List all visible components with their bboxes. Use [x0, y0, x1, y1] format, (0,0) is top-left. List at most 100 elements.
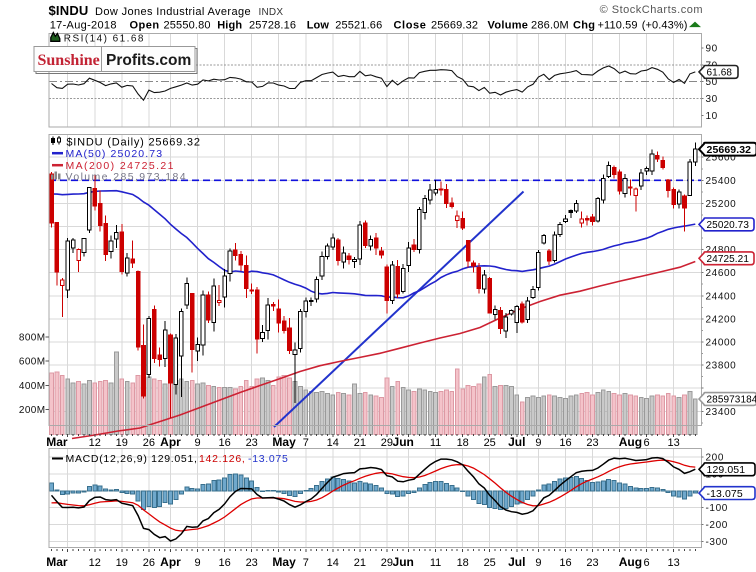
svg-text:25600: 25600 [706, 153, 737, 164]
svg-text:25669.32: 25669.32 [431, 20, 478, 32]
svg-text:25550.80: 25550.80 [164, 20, 211, 32]
svg-text:23: 23 [586, 557, 598, 569]
svg-text:23: 23 [586, 437, 598, 449]
svg-text:-100: -100 [706, 503, 728, 514]
svg-text:800M: 800M [19, 333, 46, 344]
svg-text:$INDU (Daily) 25669.32: $INDU (Daily) 25669.32 [66, 137, 200, 149]
svg-text:Mar: Mar [46, 555, 68, 569]
svg-text:200M: 200M [19, 405, 46, 416]
svg-text:Profits.com: Profits.com [106, 52, 191, 69]
svg-text:29: 29 [381, 557, 393, 569]
svg-text:Volume: Volume [488, 20, 529, 32]
svg-text:29: 29 [381, 437, 393, 449]
svg-text:18: 18 [457, 557, 469, 569]
svg-text:25020.73: 25020.73 [707, 220, 750, 231]
svg-text:24000: 24000 [706, 338, 737, 349]
svg-text:INDX: INDX [259, 7, 284, 18]
svg-text:Dow Jones Industrial Average: Dow Jones Industrial Average [95, 6, 251, 18]
svg-text:24800: 24800 [706, 245, 737, 256]
svg-text:25200: 25200 [706, 199, 737, 210]
svg-text:Chg: Chg [573, 20, 595, 32]
svg-text:90: 90 [706, 44, 718, 55]
svg-text:26: 26 [143, 557, 155, 569]
svg-text:© StockCharts.com: © StockCharts.com [600, 4, 703, 16]
svg-text:May: May [272, 555, 296, 569]
svg-text:Low: Low [307, 20, 330, 32]
svg-text:142.126,: 142.126, [199, 453, 245, 465]
svg-text:10: 10 [706, 111, 718, 122]
svg-text:Jun: Jun [393, 435, 414, 449]
svg-text:13: 13 [667, 557, 679, 569]
svg-text:9: 9 [535, 437, 541, 449]
svg-text:14: 14 [327, 557, 339, 569]
svg-text:25: 25 [484, 557, 496, 569]
svg-text:18: 18 [457, 437, 469, 449]
svg-text:23800: 23800 [706, 361, 737, 372]
svg-text:Close: Close [394, 20, 427, 32]
svg-text:14: 14 [327, 437, 339, 449]
svg-text:13: 13 [667, 437, 679, 449]
svg-text:Apr: Apr [160, 555, 181, 569]
svg-text:61.68: 61.68 [707, 68, 733, 79]
svg-text:7: 7 [303, 437, 309, 449]
svg-text:600M: 600M [19, 357, 46, 368]
svg-text:6: 6 [644, 437, 650, 449]
svg-text:MA(50) 25020.73: MA(50) 25020.73 [66, 148, 164, 160]
svg-text:6: 6 [644, 557, 650, 569]
svg-text:9: 9 [535, 557, 541, 569]
svg-text:12: 12 [89, 557, 101, 569]
svg-text:Mar: Mar [46, 435, 68, 449]
svg-text:11: 11 [430, 557, 441, 569]
svg-text:200: 200 [706, 453, 725, 464]
svg-text:23: 23 [246, 437, 258, 449]
svg-text:50: 50 [706, 77, 718, 88]
svg-text:17-Aug-2018: 17-Aug-2018 [50, 20, 117, 32]
svg-text:286.0M: 286.0M [531, 20, 569, 32]
svg-text:30: 30 [706, 94, 718, 105]
svg-text:24725.21: 24725.21 [707, 254, 750, 265]
svg-text:MA(200) 24725.21: MA(200) 24725.21 [66, 160, 175, 172]
svg-text:25728.16: 25728.16 [249, 20, 296, 32]
svg-text:16: 16 [218, 437, 230, 449]
svg-text:+110.59: +110.59 [598, 20, 638, 32]
svg-text:Apr: Apr [160, 435, 181, 449]
svg-text:Jun: Jun [393, 555, 414, 569]
svg-text:9: 9 [195, 557, 201, 569]
svg-text:21: 21 [354, 557, 366, 569]
svg-text:19: 19 [116, 437, 128, 449]
svg-text:16: 16 [559, 437, 571, 449]
svg-text:23400: 23400 [706, 407, 737, 418]
svg-text:25400: 25400 [706, 176, 737, 187]
svg-text:7: 7 [303, 557, 309, 569]
svg-text:Jul: Jul [508, 555, 525, 569]
svg-text:26: 26 [143, 437, 155, 449]
svg-text:11: 11 [430, 437, 441, 449]
svg-text:-300: -300 [706, 537, 728, 548]
svg-text:Volume 285,973,184: Volume 285,973,184 [66, 171, 188, 183]
svg-text:19: 19 [116, 557, 128, 569]
svg-text:$INDU: $INDU [49, 3, 89, 18]
svg-text:16: 16 [218, 557, 230, 569]
svg-text:21: 21 [354, 437, 366, 449]
svg-text:-200: -200 [706, 520, 728, 531]
svg-text:May: May [272, 435, 296, 449]
svg-text:RSI(14) 61.68: RSI(14) 61.68 [64, 33, 145, 44]
svg-text:400M: 400M [19, 381, 46, 392]
svg-text:Aug: Aug [619, 435, 642, 449]
svg-text:285973184: 285973184 [707, 395, 756, 406]
svg-text:9: 9 [195, 437, 201, 449]
svg-text:16: 16 [559, 557, 571, 569]
svg-text:-13.075: -13.075 [707, 488, 743, 500]
svg-text:25521.66: 25521.66 [335, 20, 382, 32]
svg-text:Aug: Aug [619, 555, 642, 569]
svg-text:-13.075: -13.075 [248, 453, 289, 465]
svg-text:(+0.43%): (+0.43%) [642, 20, 688, 32]
svg-text:12: 12 [89, 437, 101, 449]
svg-text:23: 23 [246, 557, 258, 569]
svg-text:24200: 24200 [706, 314, 737, 325]
svg-text:High: High [217, 20, 242, 32]
svg-text:129.051: 129.051 [707, 464, 746, 476]
svg-text:Sunshine: Sunshine [38, 52, 100, 69]
svg-text:24400: 24400 [706, 291, 737, 302]
svg-text:24600: 24600 [706, 268, 737, 279]
